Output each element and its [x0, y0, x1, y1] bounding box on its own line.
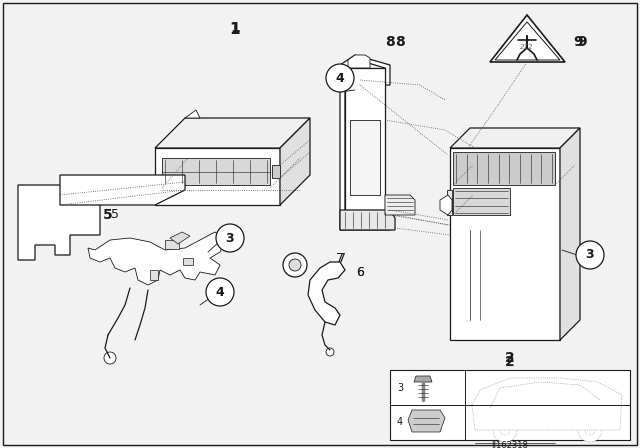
Polygon shape — [472, 378, 622, 430]
Circle shape — [578, 418, 602, 442]
Circle shape — [500, 425, 510, 435]
Bar — [390, 370, 630, 440]
Polygon shape — [185, 110, 200, 118]
Text: 3: 3 — [397, 383, 403, 393]
Text: 5: 5 — [103, 208, 113, 222]
Text: 4: 4 — [216, 285, 225, 298]
Text: 6: 6 — [356, 266, 364, 279]
Polygon shape — [150, 270, 158, 280]
Circle shape — [523, 28, 531, 36]
Polygon shape — [450, 128, 580, 148]
Circle shape — [585, 425, 595, 435]
Polygon shape — [350, 120, 380, 195]
Polygon shape — [490, 15, 565, 62]
Text: 212: 212 — [520, 44, 534, 50]
Text: 3: 3 — [586, 249, 595, 262]
Polygon shape — [414, 376, 432, 382]
Polygon shape — [560, 128, 580, 340]
Circle shape — [326, 64, 354, 92]
Text: 7: 7 — [338, 251, 346, 264]
Polygon shape — [183, 258, 193, 265]
Polygon shape — [162, 158, 270, 185]
Polygon shape — [340, 210, 395, 230]
Polygon shape — [280, 118, 310, 205]
Polygon shape — [345, 68, 385, 210]
Text: 8: 8 — [385, 35, 395, 49]
Polygon shape — [272, 165, 280, 178]
Polygon shape — [408, 410, 445, 432]
Text: 4: 4 — [397, 417, 403, 427]
Polygon shape — [450, 148, 560, 340]
Text: 4: 4 — [335, 72, 344, 85]
Text: 7: 7 — [336, 251, 344, 264]
Circle shape — [283, 253, 307, 277]
Polygon shape — [18, 185, 100, 260]
Circle shape — [326, 348, 334, 356]
Polygon shape — [308, 262, 345, 325]
Polygon shape — [165, 240, 179, 249]
Circle shape — [289, 259, 301, 271]
Text: 1: 1 — [230, 21, 240, 35]
Polygon shape — [60, 175, 185, 205]
Text: JJ162318: JJ162318 — [492, 440, 529, 448]
Polygon shape — [453, 188, 510, 215]
Circle shape — [576, 241, 604, 269]
Circle shape — [104, 352, 116, 364]
Text: 6: 6 — [356, 266, 364, 279]
Polygon shape — [495, 22, 560, 60]
Polygon shape — [348, 55, 370, 68]
Polygon shape — [340, 55, 390, 230]
Polygon shape — [453, 152, 555, 185]
Text: 2: 2 — [505, 355, 515, 369]
Polygon shape — [155, 118, 310, 148]
Circle shape — [216, 224, 244, 252]
Text: 2: 2 — [505, 351, 515, 365]
Text: 8: 8 — [395, 35, 405, 49]
Text: 1: 1 — [230, 22, 240, 38]
Polygon shape — [440, 195, 452, 215]
Polygon shape — [447, 190, 452, 215]
Text: 3: 3 — [226, 232, 234, 245]
Circle shape — [206, 278, 234, 306]
Circle shape — [493, 418, 517, 442]
Polygon shape — [385, 195, 415, 215]
Polygon shape — [155, 148, 280, 205]
Polygon shape — [88, 232, 225, 285]
Polygon shape — [170, 232, 190, 244]
Text: 5: 5 — [111, 208, 119, 221]
Text: 9: 9 — [577, 35, 587, 49]
Text: 9: 9 — [573, 35, 583, 49]
